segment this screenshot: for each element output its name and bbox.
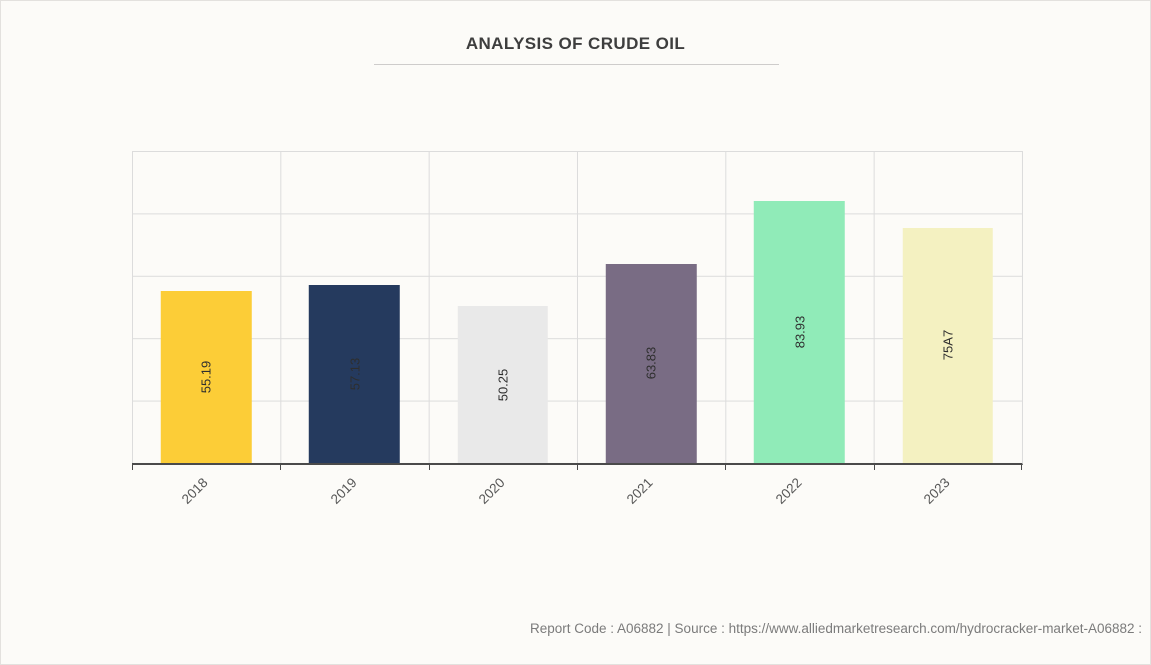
title-underline (374, 64, 779, 65)
bar-2022: 83.93 (754, 201, 845, 463)
bar-column-2020: 50.25 2020 (429, 151, 577, 507)
x-axis-tick (1021, 463, 1022, 470)
bar-value-label-2022: 83.93 (791, 315, 807, 349)
bar-2018: 55.19 (160, 290, 252, 463)
bar-column-2023: 75A7 2023 (874, 151, 1022, 507)
bar-value-label-2019: 57.13 (346, 357, 362, 391)
x-axis-tick (132, 463, 133, 470)
plot-area: 55.19 2018 57.13 2019 50.25 2020 63.83 2021 83.9… (132, 151, 1023, 507)
x-axis-label-2022: 2022 (772, 475, 805, 507)
bar-column-2019: 57.13 2019 (280, 151, 428, 507)
x-axis-tick (577, 463, 578, 470)
x-axis-tick (725, 463, 727, 470)
bar-2023: 75A7 (902, 227, 994, 463)
x-axis-tick (280, 463, 282, 470)
bar-value-label-2023: 75A7 (940, 330, 956, 361)
bar-column-2018: 55.19 2018 (132, 151, 280, 507)
bar-2019: 57.13 (309, 284, 400, 463)
footer-source-text: Report Code : A06882 | Source : https://… (529, 621, 1142, 636)
x-axis-label-2023: 2023 (920, 475, 953, 507)
x-axis-label-2021: 2021 (623, 475, 656, 507)
bar-value-label-2020: 50.25 (495, 368, 511, 401)
chart-title: ANALYSIS OF CRUDE OIL (465, 34, 686, 53)
x-axis-label-2020: 2020 (475, 475, 508, 507)
x-axis-label-2019: 2019 (327, 475, 360, 507)
bar-column-2021: 63.83 2021 (577, 151, 725, 507)
x-axis-tick (428, 463, 430, 470)
bar-column-2022: 83.93 2022 (725, 151, 873, 507)
x-axis-label-2018: 2018 (178, 475, 211, 507)
bar-2020: 50.25 (457, 306, 549, 463)
bar-2021: 63.83 (605, 263, 697, 463)
x-axis-tick (873, 463, 875, 470)
bar-value-label-2018: 55.19 (198, 360, 214, 394)
bar-value-label-2021: 63.83 (643, 347, 659, 380)
